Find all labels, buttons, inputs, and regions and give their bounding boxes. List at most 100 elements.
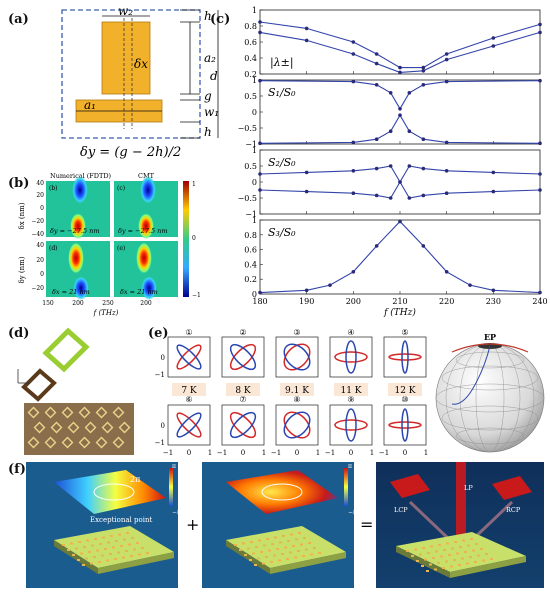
data-point <box>491 36 496 40</box>
phase-2pi: 2π <box>130 475 140 484</box>
meta-atom <box>118 533 121 536</box>
meta-atom <box>276 548 279 550</box>
panel-label-b: (b) <box>8 176 30 191</box>
data-point <box>421 137 426 141</box>
data-point <box>444 140 449 145</box>
meta-atom <box>313 547 316 549</box>
meta-atom <box>414 548 417 551</box>
meta-atom <box>133 548 136 551</box>
meta-atom <box>446 542 449 545</box>
heatmap-sublabel-e: (e) <box>117 245 125 252</box>
data-point <box>398 70 402 75</box>
data-point <box>351 270 356 274</box>
meta-atom <box>99 543 102 545</box>
temperature-label: 12 K <box>388 383 422 396</box>
data-point <box>538 188 542 192</box>
ytick-label: 0.5 <box>244 162 257 171</box>
data-point <box>444 169 449 173</box>
heatmap-b: (b) δy = −27.5 nm <box>46 176 110 239</box>
xtick-label: 210 <box>392 297 407 306</box>
data-point <box>304 26 309 31</box>
lcp-label: LCP <box>394 506 408 514</box>
ytick-label: −1 <box>155 439 165 447</box>
svg-text:−20: −20 <box>31 285 44 292</box>
equals-sign: = <box>360 515 373 534</box>
cell-number: ③ <box>293 328 300 337</box>
svg-text:40: 40 <box>36 180 44 187</box>
meta-atom <box>98 561 101 563</box>
meta-atom <box>255 546 258 548</box>
meta-atom <box>438 544 441 546</box>
plus-sign: + <box>186 515 199 534</box>
xtick-label: −1 <box>163 449 173 457</box>
label-h-top: h <box>204 9 212 23</box>
data-point <box>351 79 356 84</box>
subplot-label: S₁/S₀ <box>268 86 296 99</box>
data-point <box>258 290 262 295</box>
xtick-label: 1 <box>262 449 266 457</box>
ellipse-cell-4: ④ <box>329 328 373 378</box>
meta-atom <box>466 562 469 565</box>
meta-atom <box>83 546 86 548</box>
ytick-label: 0 <box>252 108 257 117</box>
micro-square <box>44 436 57 449</box>
meta-atom <box>302 555 305 557</box>
data-point <box>538 78 542 83</box>
cell-number: ⑧ <box>293 395 300 404</box>
meta-atom <box>461 557 464 560</box>
data-point <box>304 189 309 194</box>
subplot-1: 1 0.8 0.6 0.4 0.2 |λ±| <box>244 6 542 79</box>
meta-atom <box>456 552 459 555</box>
ytick-label: 0 <box>161 354 165 362</box>
meta-atom <box>85 557 88 560</box>
meta-atom <box>90 562 93 565</box>
meta-atom <box>305 548 308 551</box>
micro-square <box>95 436 108 449</box>
meta-atom <box>141 547 144 549</box>
data-point <box>421 69 426 73</box>
svg-text:−π: −π <box>172 509 181 516</box>
ytick-label: 1 <box>252 76 257 85</box>
meta-atom <box>112 546 115 549</box>
exceptional-point-label: Exceptional point <box>90 516 152 524</box>
svg-text:12 K: 12 K <box>394 386 415 396</box>
meta-atom <box>88 551 91 553</box>
data-point <box>388 196 393 200</box>
blue-ellipse <box>229 343 257 371</box>
series-line <box>259 114 541 144</box>
lp-label: LP <box>464 484 473 492</box>
micro-square <box>95 406 108 419</box>
data-point <box>258 172 262 176</box>
data-point <box>421 65 426 70</box>
meta-atom <box>239 549 242 551</box>
heatmap-title-cmt: CMT <box>138 172 155 180</box>
micro-square <box>78 406 91 419</box>
data-point <box>398 107 402 111</box>
meta-atom <box>289 551 292 554</box>
meta-atom <box>287 540 290 542</box>
label-w1: w₁ <box>204 105 219 119</box>
meta-atom <box>268 549 271 552</box>
meta-atom <box>279 541 282 544</box>
meta-atom <box>117 551 120 554</box>
meta-atom <box>451 547 454 550</box>
meta-atom <box>131 537 134 539</box>
meta-atom <box>106 559 109 562</box>
data-point <box>444 79 449 84</box>
data-point <box>304 170 309 175</box>
xtick-label: 200 <box>346 297 361 306</box>
ytick-label: −0.5 <box>238 124 257 133</box>
meta-atom <box>244 554 247 556</box>
data-point <box>538 22 542 27</box>
data-point <box>258 141 262 146</box>
xtick-label: 0 <box>295 449 299 457</box>
ytick-label: 1 <box>252 146 257 155</box>
meta-atom <box>454 541 457 543</box>
meta-atom <box>470 538 473 540</box>
micro-square <box>33 421 46 434</box>
red-ellipse <box>388 421 422 429</box>
meta-atom <box>77 559 80 561</box>
meta-atom <box>80 552 83 555</box>
panel-label-d: (d) <box>8 326 30 341</box>
ellipse-cell-3: ③ <box>275 328 319 378</box>
